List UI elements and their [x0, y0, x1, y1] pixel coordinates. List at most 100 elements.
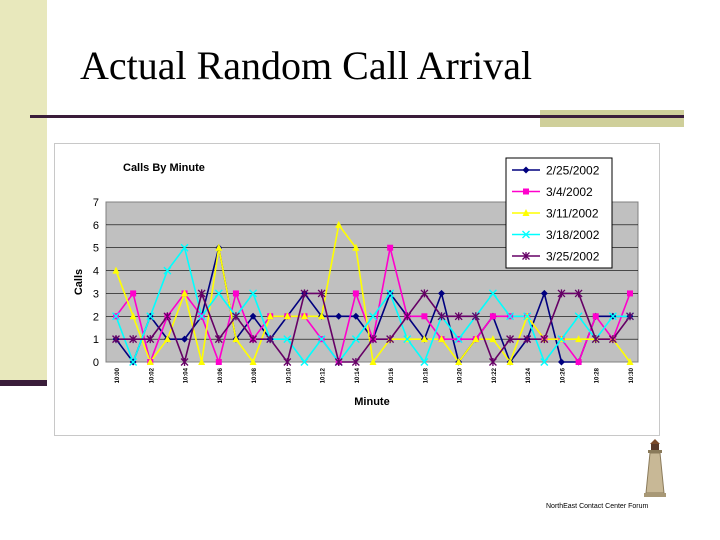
data-point — [386, 335, 395, 344]
data-point — [181, 335, 189, 343]
data-point — [488, 358, 497, 366]
data-point — [626, 358, 634, 365]
x-tick-label: 10:00 — [115, 367, 121, 383]
data-point — [574, 312, 583, 321]
y-axis-ticks: 0 1 2 3 4 5 6 7 — [93, 197, 99, 369]
x-axis-ticks: 10:00 10:02 10:04 10:06 10:08 10:10 10:12 10:14… — [115, 367, 635, 383]
data-point — [214, 335, 223, 344]
legend-marker-4 — [522, 230, 530, 239]
x-tick-label: 10:28 — [595, 367, 601, 383]
data-point — [317, 335, 326, 344]
x-tick-label: 10:18 — [423, 367, 429, 383]
data-point — [283, 312, 291, 320]
data-point — [420, 358, 429, 366]
data-point — [352, 290, 359, 297]
data-point — [214, 289, 223, 298]
data-point — [420, 335, 428, 343]
data-point — [198, 358, 206, 365]
data-point — [112, 312, 120, 321]
data-point — [352, 312, 360, 320]
data-point — [627, 290, 633, 297]
legend-marker-3 — [522, 209, 530, 216]
data-point — [129, 312, 137, 320]
data-point — [249, 312, 257, 320]
y-tick-label: 1 — [93, 334, 99, 346]
y-tick-label: 6 — [93, 220, 99, 232]
data-point — [300, 289, 309, 298]
data-point — [540, 358, 549, 366]
data-point — [266, 335, 275, 344]
x-tick-label: 10:02 — [149, 367, 155, 383]
y-tick-label: 2 — [93, 311, 99, 323]
data-point — [626, 312, 634, 321]
data-point — [351, 335, 360, 344]
data-point — [300, 358, 309, 366]
data-point — [266, 312, 274, 320]
data-point — [369, 358, 377, 365]
x-tick-label: 10:22 — [492, 367, 498, 383]
data-point — [403, 335, 412, 344]
data-point — [197, 312, 206, 321]
data-point — [386, 289, 395, 298]
title-underline-accent — [540, 110, 684, 127]
data-point — [369, 312, 377, 321]
x-tick-label: 10:08 — [252, 367, 258, 383]
data-point — [608, 312, 617, 321]
data-point — [335, 220, 343, 228]
data-point — [129, 335, 138, 344]
data-point — [557, 358, 565, 366]
data-point — [488, 289, 497, 298]
x-tick-label: 10:30 — [629, 367, 635, 383]
y-tick-label: 0 — [93, 357, 99, 369]
data-point — [163, 266, 172, 275]
data-point — [146, 358, 154, 365]
y-tick-label: 5 — [93, 243, 99, 255]
data-point — [387, 244, 394, 251]
data-point — [163, 335, 171, 343]
data-point — [163, 312, 172, 321]
data-point — [489, 335, 497, 343]
legend-marker-5 — [522, 252, 530, 260]
legend: 2/25/2002 3/4/2002 3/11/2002 3/18/2002 3/25/… — [505, 157, 613, 269]
data-point — [540, 335, 549, 344]
slide-title: Actual Random Call Arrival — [80, 43, 533, 88]
data-point — [506, 335, 515, 344]
data-point — [608, 335, 617, 344]
data-point — [523, 312, 532, 321]
data-point — [506, 312, 515, 321]
footer-text: NorthEast Contact Center Forum — [546, 503, 649, 510]
data-point — [231, 312, 240, 321]
x-tick-label: 10:26 — [560, 367, 566, 383]
lighthouse-logo — [644, 439, 666, 497]
data-point — [592, 313, 599, 320]
data-point — [454, 312, 463, 321]
data-point — [300, 312, 308, 320]
x-tick-label: 10:06 — [218, 367, 224, 383]
data-point — [180, 358, 189, 366]
x-tick-label: 10:14 — [355, 367, 361, 383]
data-point — [369, 335, 377, 344]
data-point — [129, 358, 138, 366]
data-point — [112, 335, 120, 344]
data-point — [146, 312, 155, 321]
data-point — [506, 358, 514, 365]
legend-label-1: 2/25/2002 — [546, 164, 600, 178]
data-point — [403, 312, 412, 321]
x-tick-label: 10:16 — [389, 367, 395, 383]
legend-marker-2 — [523, 188, 529, 195]
data-point — [180, 243, 189, 252]
data-point — [112, 266, 120, 274]
data-point — [437, 312, 446, 321]
x-tick-label: 10:20 — [458, 367, 464, 383]
data-point — [146, 335, 155, 344]
x-tick-label: 10:24 — [526, 367, 532, 383]
data-point — [215, 243, 223, 251]
data-point — [574, 289, 583, 298]
data-point — [249, 358, 257, 365]
data-point — [249, 289, 258, 298]
y-tick-label: 4 — [93, 266, 99, 278]
data-point — [420, 289, 429, 298]
legend-marker-1 — [522, 166, 530, 174]
legend-label-2: 3/4/2002 — [546, 185, 593, 199]
